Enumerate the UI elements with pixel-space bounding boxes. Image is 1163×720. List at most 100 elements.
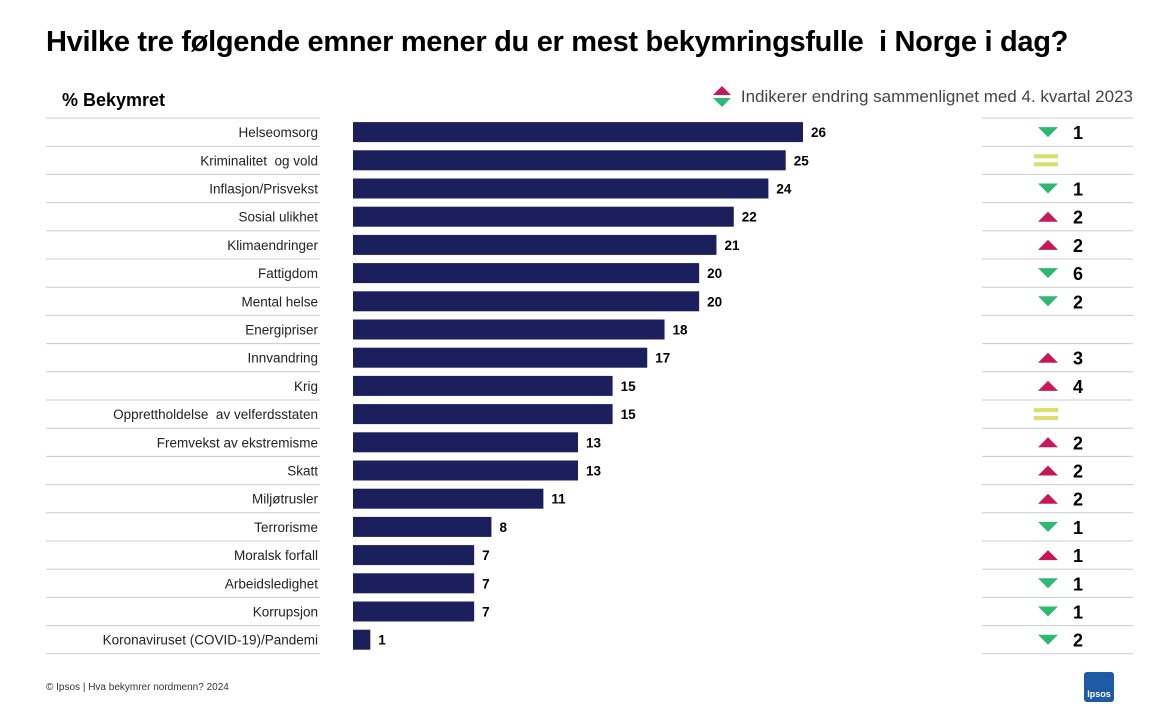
- category-label: Kriminalitet og vold: [200, 153, 318, 168]
- arrow-up-icon: [1038, 211, 1058, 222]
- change-value-label: 1: [1073, 546, 1083, 566]
- change-value-label: 1: [1073, 603, 1083, 623]
- bar: [353, 347, 648, 368]
- arrow-up-icon: [1038, 465, 1058, 476]
- unit-label: % Bekymret: [62, 90, 166, 110]
- category-label: Energipriser: [245, 323, 318, 338]
- bar: [353, 460, 578, 481]
- value-label: 13: [586, 435, 602, 450]
- category-label: Moralsk forfall: [234, 548, 318, 563]
- change-value-label: 1: [1073, 180, 1083, 200]
- legend-text: Indikerer endring sammenlignet med 4. kv…: [740, 86, 1133, 106]
- value-label: 18: [673, 323, 689, 338]
- value-label: 7: [482, 605, 490, 620]
- change-value-label: 2: [1073, 462, 1083, 482]
- arrow-down-icon: [1038, 606, 1058, 617]
- arrow-up-icon: [712, 86, 731, 95]
- bar: [353, 601, 475, 622]
- bar: [353, 516, 492, 537]
- bar: [353, 234, 717, 255]
- equal-icon: [1034, 154, 1058, 159]
- change-value-label: 2: [1073, 292, 1083, 312]
- equal-icon: [1034, 162, 1058, 167]
- value-label: 15: [621, 379, 637, 394]
- category-label: Fremvekst av ekstremisme: [157, 435, 318, 450]
- value-label: 25: [794, 153, 810, 168]
- change-value-label: 1: [1073, 123, 1083, 143]
- arrow-up-icon: [1038, 493, 1058, 504]
- arrow-up-icon: [1038, 239, 1058, 250]
- change-value-label: 3: [1073, 349, 1083, 369]
- value-label: 26: [811, 125, 827, 140]
- bar: [353, 404, 613, 425]
- change-value-label: 2: [1073, 490, 1083, 510]
- change-value-label: 4: [1073, 377, 1083, 397]
- change-value-label: 2: [1073, 236, 1083, 256]
- change-value-label: 2: [1073, 208, 1083, 228]
- up-down-arrows-icon: [712, 86, 731, 107]
- bar: [353, 263, 700, 284]
- bar: [353, 122, 803, 143]
- arrow-up-icon: [1038, 352, 1058, 363]
- category-label: Klimaendringer: [227, 238, 318, 253]
- value-label: 13: [586, 464, 602, 479]
- category-label: Krig: [294, 379, 318, 394]
- value-label: 7: [482, 548, 490, 563]
- value-label: 15: [621, 407, 637, 422]
- legend: Indikerer endring sammenlignet med 4. kv…: [712, 86, 1133, 107]
- category-label: Miljøtrusler: [252, 492, 319, 507]
- arrow-down-icon: [1038, 521, 1058, 532]
- bar: [353, 545, 475, 566]
- equal-icon: [1034, 408, 1058, 413]
- footer-copyright: © Ipsos | Hva bekymrer nordmenn? 2024: [46, 682, 229, 693]
- bar: [353, 629, 371, 650]
- bar: [353, 291, 700, 312]
- category-label: Sosial ulikhet: [238, 210, 318, 225]
- arrow-down-icon: [1038, 127, 1058, 138]
- value-label: 7: [482, 576, 490, 591]
- arrow-down-icon: [712, 98, 731, 107]
- value-label: 20: [707, 266, 722, 281]
- arrow-down-icon: [1038, 578, 1058, 589]
- category-label: Arbeidsledighet: [225, 576, 318, 591]
- category-label: Koronaviruset (COVID-19)/Pandemi: [103, 633, 318, 648]
- category-label: Fattigdom: [258, 266, 318, 281]
- change-value-label: 2: [1073, 631, 1083, 651]
- bar: [353, 178, 769, 199]
- change-value-label: 2: [1073, 433, 1083, 453]
- category-label: Korrupsjon: [253, 605, 318, 620]
- category-label: Skatt: [287, 464, 318, 479]
- arrow-up-icon: [1038, 437, 1058, 448]
- category-label: Innvandring: [247, 351, 318, 366]
- value-label: 21: [724, 238, 740, 253]
- category-label: Opprettholdelse av velferdsstaten: [113, 407, 318, 422]
- value-label: 22: [742, 210, 757, 225]
- arrow-up-icon: [1038, 380, 1058, 391]
- arrow-down-icon: [1038, 183, 1058, 194]
- bar: [353, 206, 734, 227]
- value-label: 24: [776, 182, 792, 197]
- equal-icon: [1034, 416, 1058, 421]
- value-label: 11: [551, 492, 566, 507]
- page-title: Hvilke tre følgende emner mener du er me…: [46, 26, 1069, 58]
- ipsos-logo: Ipsos: [1084, 672, 1114, 702]
- arrow-down-icon: [1038, 634, 1058, 645]
- value-label: 8: [499, 520, 507, 535]
- value-label: 1: [378, 633, 386, 648]
- bar: [353, 573, 475, 594]
- category-label: Helseomsorg: [238, 125, 318, 140]
- category-label: Inflasjon/Prisvekst: [209, 182, 318, 197]
- category-label: Terrorisme: [254, 520, 318, 535]
- change-value-label: 6: [1073, 264, 1083, 284]
- change-value-label: 1: [1073, 574, 1083, 594]
- bar: [353, 375, 613, 396]
- category-label: Mental helse: [241, 294, 318, 309]
- value-label: 17: [655, 351, 670, 366]
- bar: [353, 432, 578, 453]
- bar: [353, 488, 544, 509]
- change-value-label: 1: [1073, 518, 1083, 538]
- value-label: 20: [707, 294, 722, 309]
- arrow-up-icon: [1038, 550, 1058, 561]
- arrow-down-icon: [1038, 268, 1058, 279]
